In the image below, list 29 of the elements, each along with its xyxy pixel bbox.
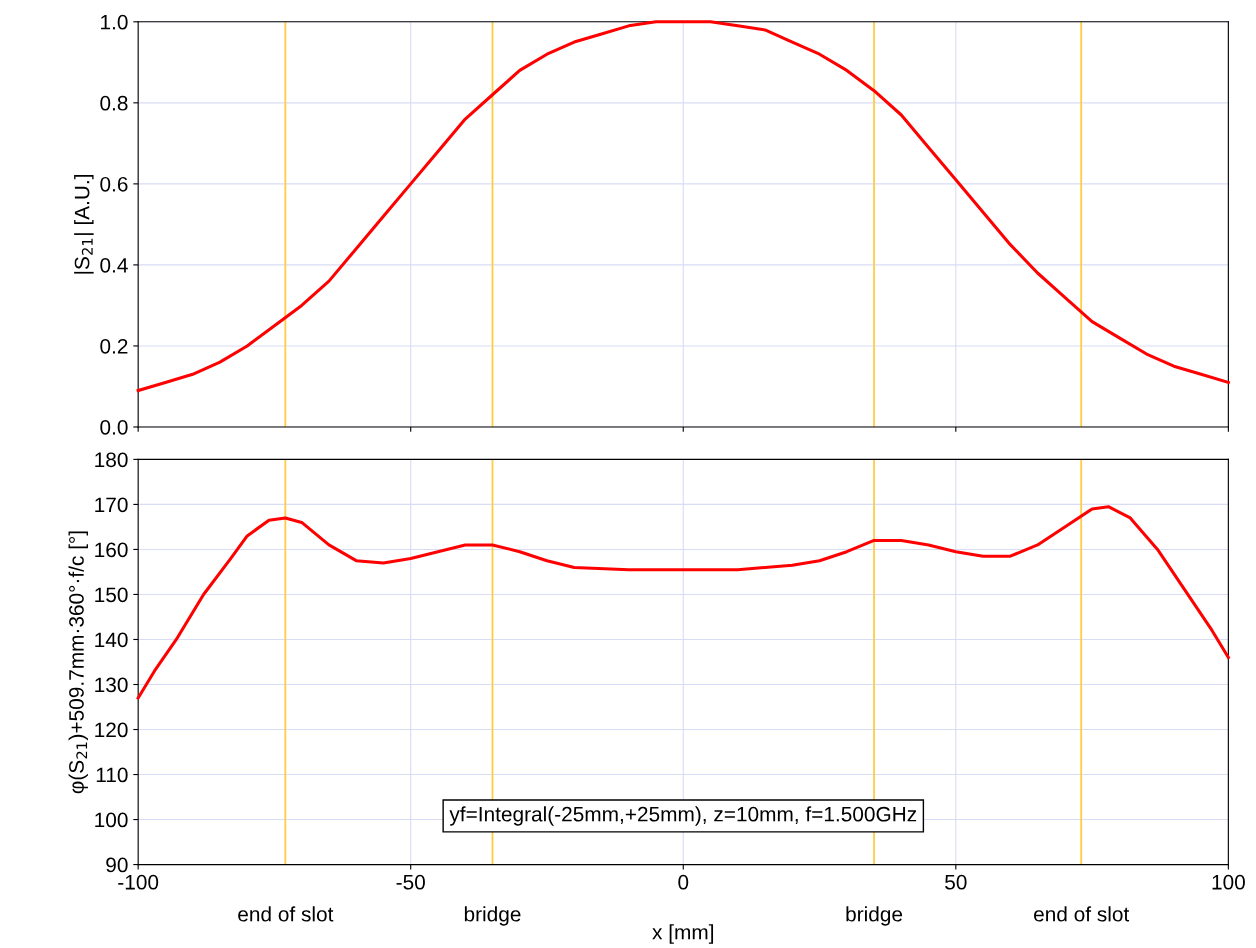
y-axis-title: φ(S$_{21}$)+509.7mm·360°·f/c [°]: [68, 531, 88, 794]
x-tick-label: 0: [678, 874, 689, 890]
annotation: yf=Integral(-25mm,+25mm), z=10mm, f=1.500GHz: [449, 806, 917, 826]
ref-line-label: bridge: [464, 906, 521, 926]
y-tick-label: 130: [95, 677, 128, 693]
y-tick-label: 0.8: [100, 95, 128, 111]
x-tick-label: -50: [396, 874, 425, 890]
x-tick-label: 50: [945, 874, 967, 890]
y-axis-title: |S$_{21}$| [A.U.]: [74, 174, 94, 274]
y-tick-label: 0.2: [100, 338, 128, 354]
x-axis-title: x [mm]: [652, 924, 714, 944]
y-tick-label: 140: [95, 632, 128, 648]
y-tick-label: 170: [95, 497, 128, 513]
y-tick-label: 160: [95, 542, 128, 558]
x-tick-label: 100: [1212, 874, 1245, 890]
ref-line-label: end of slot: [238, 906, 334, 922]
y-tick-label: 120: [95, 722, 128, 738]
ref-line-label: bridge: [846, 906, 903, 926]
y-tick-label: 100: [95, 812, 128, 828]
y-tick-label: 0.0: [100, 419, 128, 435]
y-tick-label: 90: [106, 857, 128, 873]
y-tick-label: 150: [95, 587, 128, 603]
y-tick-label: 0.4: [100, 257, 128, 273]
y-tick-label: 0.6: [100, 176, 128, 192]
y-tick-label: 110: [96, 767, 128, 783]
y-tick-label: 1.0: [101, 14, 128, 30]
ref-line-label: end of slot: [1034, 906, 1130, 922]
x-tick-label: -100: [118, 874, 159, 890]
y-tick-label: 180: [95, 452, 128, 468]
